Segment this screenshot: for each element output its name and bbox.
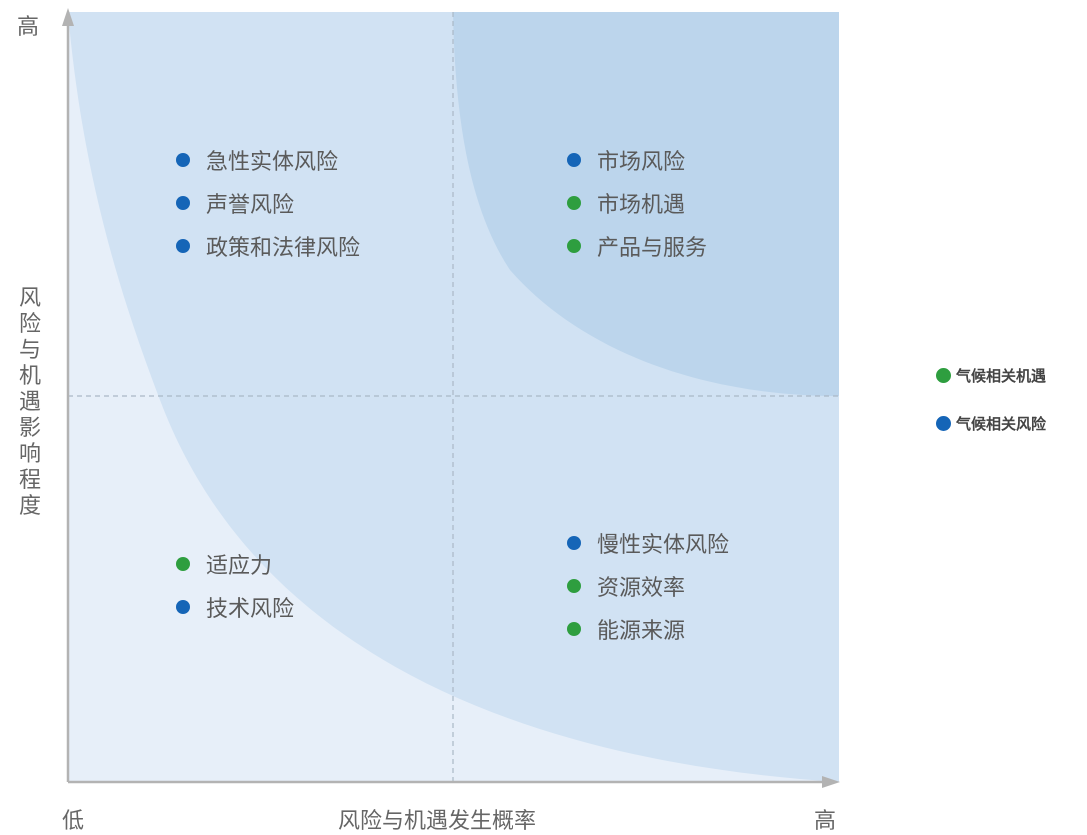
item-label: 政策和法律风险 <box>206 236 361 261</box>
item-label: 市场风险 <box>597 150 686 175</box>
item-label: 资源效率 <box>597 576 686 601</box>
y-axis-arrow-icon <box>62 8 74 26</box>
risk-dot-icon <box>567 153 581 167</box>
list-item: 急性实体风险 <box>176 146 339 175</box>
list-item: 资源效率 <box>567 572 686 601</box>
list-item: 声誉风险 <box>176 189 295 218</box>
item-label: 能源来源 <box>597 619 686 644</box>
item-label: 产品与服务 <box>597 236 708 261</box>
risk-dot-icon <box>936 416 951 431</box>
x-axis-high-label: 高 <box>814 809 837 834</box>
item-label: 技术风险 <box>206 597 295 622</box>
y-axis-high-label: 高 <box>17 15 40 40</box>
list-item: 技术风险 <box>176 593 295 622</box>
x-axis-low-label: 低 <box>62 809 85 834</box>
list-item: 慢性实体风险 <box>567 529 730 558</box>
opportunity-dot-icon <box>567 622 581 636</box>
item-label: 声誉风险 <box>206 193 295 218</box>
list-item: 市场风险 <box>567 146 686 175</box>
opportunity-dot-icon <box>176 557 190 571</box>
legend-label: 气候相关风险 <box>956 415 1047 433</box>
item-label: 市场机遇 <box>597 193 686 218</box>
risk-dot-icon <box>176 196 190 210</box>
opportunity-dot-icon <box>567 239 581 253</box>
legend-item-opportunity: 气候相关机遇 <box>936 365 1046 386</box>
list-item: 产品与服务 <box>567 232 708 261</box>
item-label: 慢性实体风险 <box>597 533 730 558</box>
item-label: 急性实体风险 <box>206 150 339 175</box>
list-item: 市场机遇 <box>567 189 686 218</box>
opportunity-dot-icon <box>936 368 951 383</box>
legend-item-risk: 气候相关风险 <box>936 413 1046 434</box>
zone-high <box>453 12 839 396</box>
item-label: 适应力 <box>206 554 273 579</box>
x-axis-arrow-icon <box>822 776 840 788</box>
risk-dot-icon <box>176 600 190 614</box>
opportunity-dot-icon <box>567 579 581 593</box>
opportunity-dot-icon <box>567 196 581 210</box>
list-item: 政策和法律风险 <box>176 232 361 261</box>
list-item: 适应力 <box>176 550 273 579</box>
legend-label: 气候相关机遇 <box>956 367 1047 385</box>
risk-dot-icon <box>567 536 581 550</box>
y-axis-title: 风险与机遇影响程度 <box>18 286 41 519</box>
list-item: 能源来源 <box>567 615 686 644</box>
x-axis-title: 风险与机遇发生概率 <box>338 809 537 834</box>
risk-dot-icon <box>176 153 190 167</box>
risk-dot-icon <box>176 239 190 253</box>
